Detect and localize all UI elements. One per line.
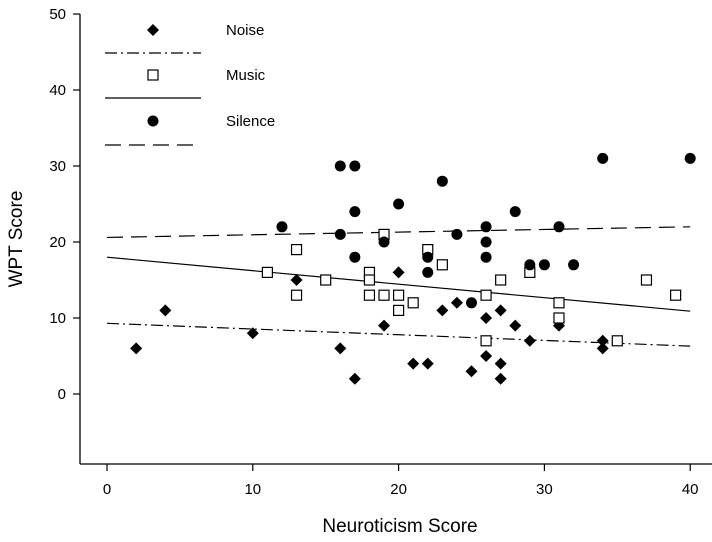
data-point-silence: [349, 251, 361, 263]
data-point-silence: [480, 221, 492, 233]
fit-line-music: [106, 256, 691, 312]
data-point-music: [670, 289, 682, 301]
data-point-silence: [524, 259, 536, 271]
data-point-noise: [509, 319, 522, 332]
data-point-music: [378, 289, 390, 301]
data-point-noise: [407, 357, 420, 370]
data-point-noise: [436, 304, 449, 317]
legend-label-silence: Silence: [226, 113, 275, 130]
legend-label-music: Music: [226, 67, 266, 84]
data-point-silence: [393, 198, 405, 210]
data-point-music: [290, 244, 303, 256]
y-tick-label: 0: [58, 386, 66, 403]
y-axis-title: WPT Score: [6, 191, 27, 288]
data-point-noise: [392, 266, 405, 279]
data-point-noise: [523, 334, 536, 347]
legend-marker-noise: [147, 24, 159, 36]
fit-line-noise: [106, 322, 691, 347]
data-point-music: [480, 335, 492, 347]
data-point-silence: [480, 236, 492, 248]
data-point-silence: [538, 259, 550, 271]
x-axis-title: Neuroticism Score: [322, 516, 477, 537]
data-point-noise: [596, 342, 609, 355]
legend-label-noise: Noise: [226, 22, 264, 39]
data-point-silence: [466, 297, 477, 309]
data-point-music: [495, 274, 507, 286]
data-point-music: [611, 335, 623, 347]
y-tick-label: 50: [49, 6, 66, 23]
fit-line-silence: [106, 226, 691, 239]
data-point-silence: [334, 228, 346, 240]
data-point-silence: [378, 236, 390, 248]
data-point-silence: [422, 266, 434, 278]
legend-marker-silence: [147, 115, 159, 127]
data-point-noise: [130, 342, 143, 355]
legend: Noise Music Silence: [105, 22, 275, 146]
data-point-silence: [568, 259, 580, 271]
y-tick-label: 20: [49, 234, 66, 251]
data-point-music: [261, 266, 273, 278]
data-point-silence: [553, 221, 565, 233]
data-point-silence: [451, 228, 463, 240]
data-point-music: [290, 289, 303, 301]
x-tick-label: 10: [244, 481, 261, 498]
data-point-silence: [597, 152, 609, 164]
data-point-music: [320, 274, 332, 286]
data-point-music: [553, 312, 565, 324]
data-point-noise: [494, 357, 507, 370]
x-tick-label: 40: [682, 481, 699, 498]
y-tick-label: 30: [49, 158, 66, 175]
data-point-silence: [436, 175, 448, 187]
data-point-noise: [159, 304, 172, 317]
data-point-silence: [480, 251, 492, 263]
data-point-noise: [494, 304, 507, 317]
legend-marker-music: [147, 69, 159, 81]
data-point-noise: [480, 312, 493, 324]
data-point-music: [363, 289, 376, 301]
data-point-music: [640, 274, 653, 286]
x-tick-label: 0: [103, 481, 111, 498]
data-point-noise: [246, 327, 259, 340]
data-point-music: [480, 289, 492, 301]
data-point-noise: [465, 365, 478, 378]
x-tick-label: 30: [536, 481, 553, 498]
data-point-silence: [422, 251, 434, 263]
data-point-silence: [276, 221, 288, 233]
x-tick-label: 20: [390, 481, 407, 498]
plot-area: 0 10 20 30 40 50 0 10 20 30 40: [49, 6, 712, 498]
data-point-noise: [421, 357, 434, 370]
data-point-noise: [450, 296, 463, 309]
data-point-music: [393, 304, 405, 316]
data-point-silence: [509, 206, 521, 218]
y-tick-label: 10: [49, 310, 66, 327]
data-point-silence: [334, 160, 346, 172]
data-point-music: [407, 297, 419, 309]
data-point-noise: [480, 350, 493, 362]
data-point-music: [436, 259, 448, 271]
data-point-music: [363, 274, 376, 286]
data-point-noise: [348, 372, 361, 385]
data-point-music: [393, 289, 405, 301]
data-point-noise: [494, 372, 507, 385]
data-point-noise: [334, 342, 347, 355]
data-point-silence: [349, 160, 361, 172]
data-point-silence: [349, 206, 361, 218]
data-point-noise: [290, 274, 303, 286]
data-point-silence: [684, 152, 696, 164]
data-point-noise: [596, 334, 609, 347]
y-tick-label: 40: [49, 82, 66, 99]
data-point-music: [553, 297, 565, 309]
data-point-noise: [378, 319, 391, 332]
